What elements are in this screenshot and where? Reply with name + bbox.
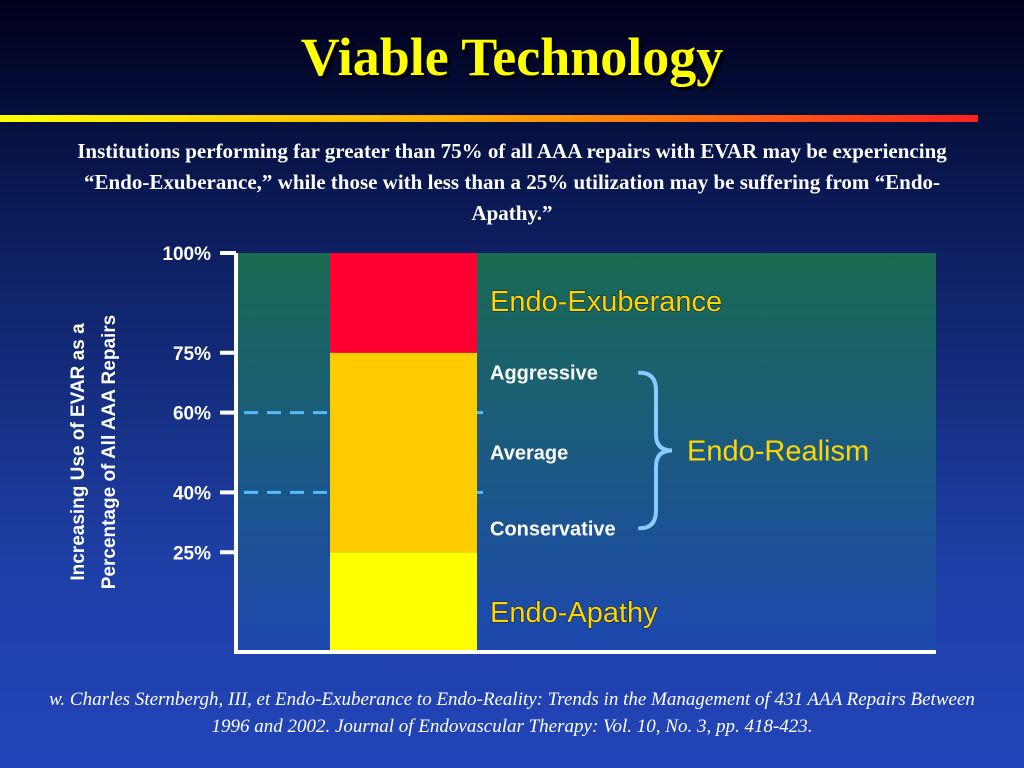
- bar-segment: [330, 352, 477, 553]
- y-axis-label: Percentage of All AAA Repairs: [99, 315, 120, 590]
- bracket-brace: [638, 370, 673, 531]
- level-label: Aggressive: [490, 363, 598, 385]
- y-tick-label: 60%: [173, 404, 211, 425]
- slide-subtitle: Institutions performing far greater than…: [77, 139, 947, 225]
- title-underline: [0, 115, 978, 122]
- y-tick-label: 40%: [173, 483, 211, 504]
- bar-segment: [330, 253, 477, 353]
- y-tick-label: 100%: [162, 244, 211, 265]
- citation: w. Charles Sternbergh, III, et Endo-Exub…: [49, 689, 975, 737]
- zone-label: Endo-Exuberance: [490, 286, 722, 318]
- y-axis-label: Increasing Use of EVAR as a: [68, 323, 89, 581]
- zone-label: Endo-Apathy: [490, 597, 658, 629]
- level-label: Conservative: [490, 518, 616, 540]
- level-label: Average: [490, 443, 568, 465]
- bar-segment: [330, 552, 477, 652]
- y-tick-label: 25%: [173, 543, 211, 564]
- slide-title: Viable Technology: [300, 27, 724, 87]
- y-tick-label: 75%: [173, 344, 211, 365]
- bracket-label: Endo-Realism: [687, 436, 869, 468]
